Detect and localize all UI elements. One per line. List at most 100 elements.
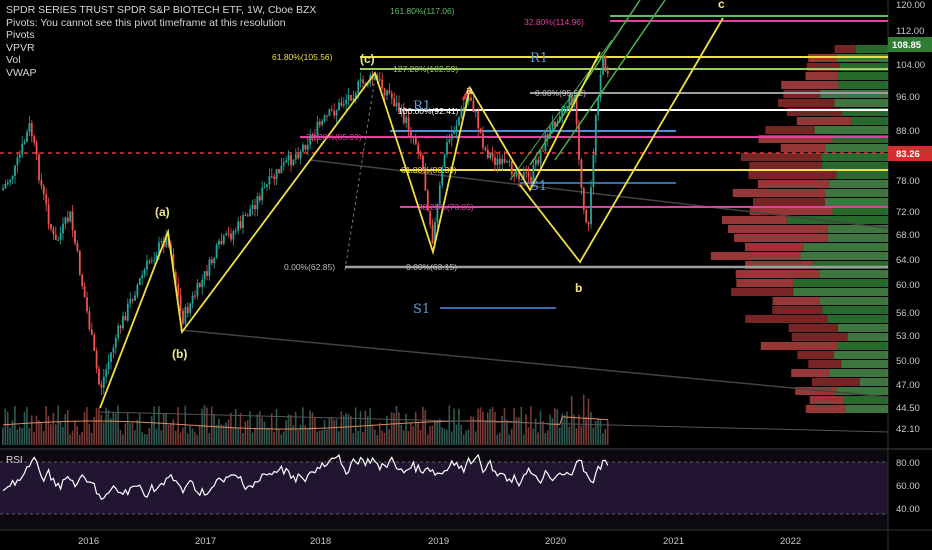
candle-body [35,142,38,155]
candle-body [215,244,218,258]
vpvr-bar-sell [811,378,860,386]
volume-bar [467,429,470,445]
time-axis[interactable]: 2016 2017 2018 2019 2020 2021 2022 [78,536,801,547]
candle-body [477,111,480,129]
indicator-pivots[interactable]: Pivots [6,29,35,41]
volume-bar [6,411,9,445]
candle-body [57,239,60,241]
vpvr-bar-buy [814,126,888,134]
candle-body [124,315,127,321]
candle-body [153,259,156,261]
volume-bar [330,416,333,445]
vpvr-bar-buy [825,189,888,197]
volume-bar [90,432,93,445]
volume-bar [218,419,220,445]
volume-bars [2,394,609,445]
volume-bar [383,432,386,445]
volume-bar [453,408,455,445]
price-tick: 120.00 [896,0,925,11]
candle-body [143,269,146,275]
volume-bar [465,430,467,445]
price-tick: 60.00 [896,280,920,291]
volume-bar [575,427,578,445]
volume-bar [582,394,585,445]
vpvr-bar-buy [837,342,888,350]
indicator-vol[interactable]: Vol [6,54,21,66]
volume-bar [242,432,244,445]
volume-bar [119,429,122,445]
time-tick: 2017 [195,536,216,547]
price-axis[interactable]: 120.00 112.00 104.00 96.00 88.00 78.00 7… [896,0,925,435]
volume-bar [578,414,580,445]
volume-bar [542,421,544,445]
candle-body [16,157,19,166]
volume-bar [102,422,105,445]
candle-body [393,98,396,107]
vpvr-bar-buy [850,117,888,125]
volume-bar [318,430,321,445]
projection-path [519,17,724,264]
volume-bar [30,415,33,445]
candle-body [482,132,484,148]
time-tick: 2019 [428,536,449,547]
candle-body [366,83,369,86]
volume-bar [28,427,31,445]
candle-body [350,94,352,101]
volume-bar [141,431,143,445]
volume-bar [246,420,249,445]
indicator-vpvr[interactable]: VPVR [6,41,35,54]
volume-bar [273,432,275,445]
red-line-price-badge [888,146,932,161]
candle-body [232,231,235,240]
volume-bar [400,424,403,445]
volume-bar [309,410,311,445]
volume-bar [410,422,412,445]
volume-bar [290,415,292,445]
candle-body [69,211,72,222]
volume-bar [604,428,607,445]
volume-bar [227,419,230,445]
volume-bar [4,408,7,445]
volume-bar [76,426,79,445]
candle-body [210,259,213,264]
volume-bar [335,419,338,445]
volume-bar [441,427,443,445]
candle-body [450,133,453,140]
volume-bar [482,411,484,445]
candle-body [268,176,271,185]
vpvr-bar-buy [800,252,888,260]
rsi-label[interactable]: RSI [6,455,23,466]
wave-label-b: b [575,281,582,295]
volume-bar [534,418,537,445]
candle-body [419,152,422,156]
vpvr-bar-buy [834,99,888,107]
vpvr-bar-sell [710,252,801,260]
candle-body [395,102,398,107]
candle-body [470,97,472,101]
candle-body [522,172,525,180]
candle-body [354,93,357,99]
vpvr-bar-sell [797,351,834,359]
candle-body [182,310,184,324]
volume-bar [551,418,554,445]
indicator-vwap[interactable]: VWAP [6,66,37,79]
fib-label-0-upper: 0.00%(95.52) [535,88,586,98]
volume-bar [606,419,609,445]
chart-title[interactable]: SPDR SERIES TRUST SPDR S&P BIOTECH ETF, … [6,4,317,16]
volume-bar [506,419,508,445]
volume-bar [470,416,472,445]
rsi-axis[interactable]: 80.00 60.00 40.00 [896,458,920,515]
candle-body [297,154,300,159]
candle-body [114,338,117,348]
volume-bar [357,430,359,445]
volume-bar [484,422,487,445]
vpvr-bar-sell [721,216,787,224]
vpvr-bar-sell [781,81,839,89]
wave-label-b-paren: (b) [172,347,187,361]
candle-body [491,153,494,158]
candle-body [184,307,187,324]
candle-body [573,96,576,104]
chart-legend: SPDR SERIES TRUST SPDR S&P BIOTECH ETF, … [6,4,316,79]
vpvr-bar-sell [808,360,842,368]
